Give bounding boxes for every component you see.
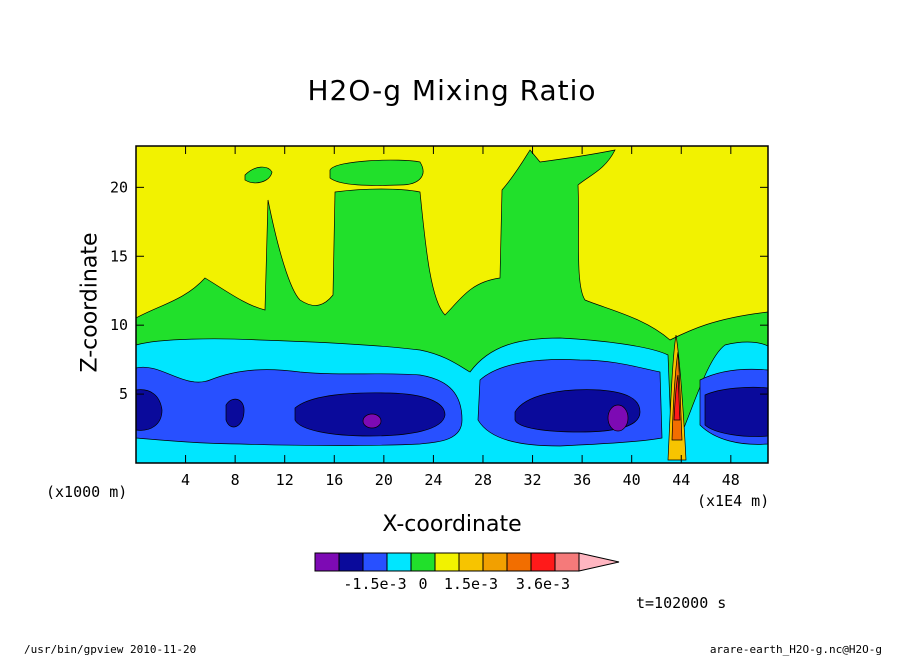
colorbar-label: 3.6e-3 — [516, 575, 570, 593]
colorbar-label: -1.5e-3 — [343, 575, 406, 593]
colorbar-swatch — [386, 552, 412, 572]
region-navy — [225, 398, 245, 428]
chart-title: H2O-g Mixing Ratio — [307, 74, 597, 107]
y-axis-label: Z-coordinate — [77, 232, 103, 373]
region-green-cap — [329, 159, 424, 186]
colorbar-swatch — [482, 552, 508, 572]
footer-left: /usr/bin/gpview 2010-11-20 — [24, 643, 197, 656]
y-tick-label: 20 — [110, 178, 128, 196]
colorbar-swatch — [410, 552, 436, 572]
x-unit-right: (x1E4 m) — [697, 492, 770, 510]
time-annotation: t=102000 s — [636, 594, 727, 612]
y-axis: 5 10 15 20 — [110, 178, 768, 403]
x-tick-label: 16 — [325, 471, 343, 489]
x-tick-label: 40 — [623, 471, 641, 489]
y-tick-label: 15 — [110, 247, 128, 265]
region-plume — [673, 374, 681, 421]
colorbar-swatch — [338, 552, 364, 572]
x-tick-label: 12 — [276, 471, 294, 489]
x-axis-label: X-coordinate — [382, 512, 522, 537]
y-tick-label: 5 — [119, 385, 128, 403]
contour-field — [136, 146, 768, 463]
x-tick-label: 8 — [231, 471, 240, 489]
x-unit-left: (x1000 m) — [46, 483, 128, 501]
x-tick-label: 32 — [524, 471, 542, 489]
region-navy — [136, 389, 163, 431]
colorbar-swatch — [362, 552, 388, 572]
colorbar-label: 0 — [418, 575, 427, 593]
region-navy — [704, 386, 768, 437]
colorbar-swatch — [434, 552, 460, 572]
y-tick-label: 10 — [110, 316, 128, 334]
x-tick-label: 20 — [375, 471, 393, 489]
x-tick-label: 28 — [474, 471, 492, 489]
x-tick-label: 4 — [181, 471, 190, 489]
x-axis: 4 8 12 16 20 24 28 32 36 40 44 48 — [181, 146, 740, 489]
colorbar: -1.5e-3 0 1.5e-3 3.6e-3 — [314, 552, 620, 593]
colorbar-swatch — [530, 552, 556, 572]
x-tick-label: 44 — [672, 471, 690, 489]
colorbar-swatch — [554, 552, 580, 572]
x-tick-label: 24 — [424, 471, 442, 489]
x-tick-label: 36 — [573, 471, 591, 489]
colorbar-swatch — [458, 552, 484, 572]
footer-right: arare-earth_H2O-g.nc@H2O-g — [709, 643, 882, 656]
colorbar-swatch — [506, 552, 532, 572]
region-green-cap — [244, 166, 273, 184]
colorbar-swatch — [314, 552, 340, 572]
region-purple — [362, 413, 382, 429]
colorbar-label: 1.5e-3 — [444, 575, 498, 593]
plot-frame — [135, 145, 769, 464]
region-purple — [607, 404, 629, 432]
x-tick-label: 48 — [722, 471, 740, 489]
colorbar-arrow — [578, 552, 620, 572]
